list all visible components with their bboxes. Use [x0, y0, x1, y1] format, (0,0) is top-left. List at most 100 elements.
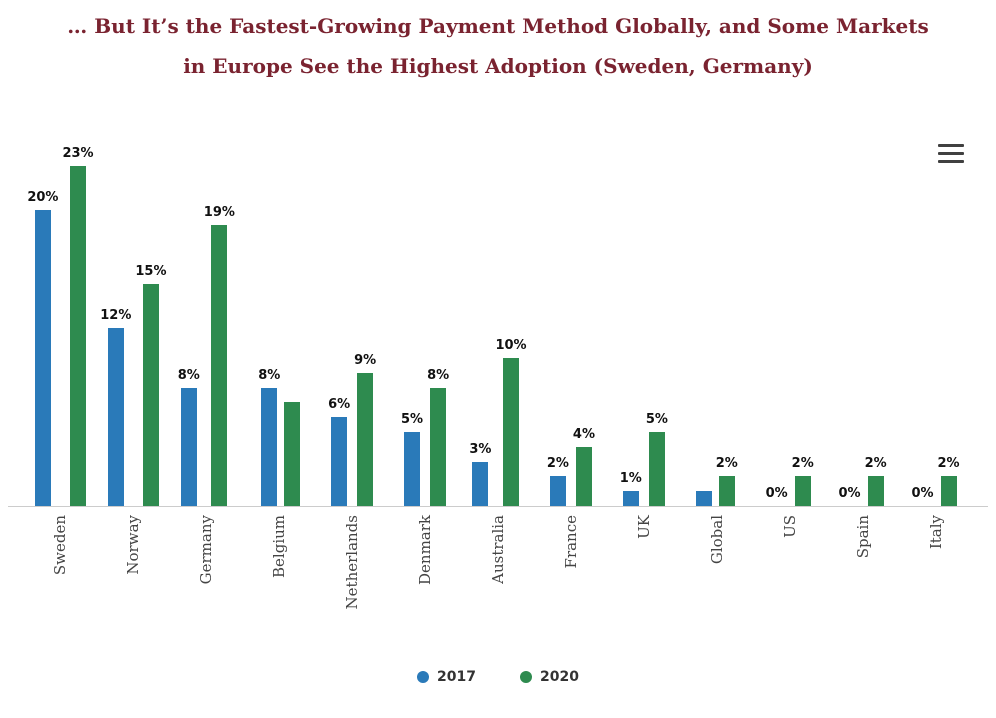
data-label-2017-norway: 12%	[100, 308, 132, 323]
data-label-2020-norway: 15%	[135, 264, 167, 279]
bar-2017-belgium[interactable]	[261, 388, 278, 506]
bar-2017-australia[interactable]	[472, 462, 489, 506]
bar-2017-global[interactable]	[695, 491, 712, 506]
bar-column: 1%	[620, 471, 642, 506]
category-group-france: 2% 4%	[534, 427, 607, 506]
data-label-2017-sweden: 20%	[27, 190, 59, 205]
category-label-cell: Germany	[170, 507, 243, 584]
bar-2020-sweden[interactable]	[70, 166, 87, 506]
bar-2020-australia[interactable]	[503, 358, 520, 506]
category-group-sweden: 20% 23%	[24, 146, 97, 506]
category-label-uk: UK	[634, 515, 653, 539]
bar-column: 0%	[911, 486, 933, 506]
data-label-2017-belgium: 8%	[258, 368, 281, 383]
bar-column: 4%	[573, 427, 595, 506]
category-label-cell: France	[534, 507, 607, 568]
bar-2017-uk[interactable]	[622, 491, 639, 506]
grouped-bar-chart: 20% 23% 12% 15% 8% 19% 8% 6% 9% 5% 8% 3% 10% 2% 4% 1% 5%…	[0, 142, 996, 685]
category-label-germany: Germany	[197, 515, 216, 585]
bar-column: 8%	[178, 368, 200, 506]
legend: 2017 2020	[0, 669, 996, 685]
data-label-2020-australia: 10%	[495, 338, 527, 353]
data-label-2017-uk: 1%	[619, 471, 642, 486]
bar-2020-italy[interactable]	[940, 476, 957, 506]
category-label-cell: Norway	[97, 507, 170, 575]
bar-column: 2%	[547, 456, 569, 506]
category-group-germany: 8% 19%	[170, 205, 243, 506]
category-group-australia: 3% 10%	[462, 338, 535, 506]
bar-column: 8%	[427, 368, 449, 506]
category-label-us: US	[780, 515, 799, 538]
category-label-cell: US	[753, 507, 826, 538]
legend-item-2020[interactable]: 2020	[520, 669, 579, 685]
bar-2020-france[interactable]	[575, 447, 592, 506]
data-label-2020-spain: 2%	[864, 456, 887, 471]
bar-2017-denmark[interactable]	[404, 432, 421, 506]
data-label-2020-sweden: 23%	[62, 146, 94, 161]
category-label-cell: Denmark	[389, 507, 462, 585]
data-label-2017-france: 2%	[546, 456, 569, 471]
category-label-cell: Sweden	[24, 507, 97, 575]
hamburger-line	[938, 160, 964, 163]
data-label-2020-uk: 5%	[645, 412, 668, 427]
category-label-australia: Australia	[488, 515, 507, 584]
category-group-norway: 12% 15%	[97, 264, 170, 506]
chart-title: … But It’s the Fastest-Growing Payment M…	[0, 0, 996, 86]
category-label-cell: Belgium	[243, 507, 316, 578]
bar-column: 0%	[766, 486, 788, 506]
bars-row: 20% 23% 12% 15% 8% 19% 8% 6% 9% 5% 8% 3% 10% 2% 4% 1% 5%…	[0, 142, 996, 506]
bar-2020-norway[interactable]	[142, 284, 159, 506]
category-label-norway: Norway	[124, 515, 143, 575]
bar-column: 19%	[204, 205, 235, 506]
category-label-cell: Spain	[826, 507, 899, 558]
category-label-spain: Spain	[853, 515, 872, 559]
bar-column: 12%	[100, 308, 131, 506]
category-label-italy: Italy	[926, 515, 945, 550]
bar-2020-spain[interactable]	[867, 476, 884, 506]
data-label-2020-global: 2%	[715, 456, 738, 471]
category-label-netherlands: Netherlands	[343, 515, 362, 610]
chart-title-line1: … But It’s the Fastest-Growing Payment M…	[67, 14, 929, 38]
category-group-uk: 1% 5%	[607, 412, 680, 506]
bar-column: 10%	[495, 338, 527, 506]
bar-2020-us[interactable]	[794, 476, 811, 506]
category-group-global: 2%	[680, 456, 753, 506]
data-label-2017-italy: 0%	[911, 486, 934, 501]
bar-column: 8%	[258, 368, 280, 506]
data-label-2017-australia: 3%	[469, 442, 492, 457]
bar-2017-netherlands[interactable]	[331, 417, 348, 506]
bar-column	[284, 382, 301, 506]
data-label-2020-france: 4%	[572, 427, 595, 442]
category-group-belgium: 8%	[243, 368, 316, 506]
bar-column: 2%	[938, 456, 960, 506]
category-group-italy: 0% 2%	[899, 456, 972, 506]
category-label-cell: Global	[680, 507, 753, 564]
bar-2020-belgium[interactable]	[284, 402, 301, 506]
legend-label-2020: 2020	[540, 669, 579, 685]
data-label-2017-us: 0%	[765, 486, 788, 501]
legend-marker-2017	[417, 671, 430, 683]
bar-2017-norway[interactable]	[107, 328, 124, 506]
bar-column: 15%	[135, 264, 167, 506]
bar-2020-denmark[interactable]	[430, 388, 447, 506]
data-label-2020-netherlands: 9%	[354, 353, 377, 368]
category-label-france: France	[561, 515, 580, 569]
legend-item-2017[interactable]: 2017	[417, 669, 476, 685]
category-label-belgium: Belgium	[270, 515, 289, 578]
category-label-denmark: Denmark	[416, 515, 435, 585]
bar-2020-global[interactable]	[718, 476, 735, 506]
bar-column: 5%	[646, 412, 668, 506]
bar-2020-netherlands[interactable]	[357, 373, 374, 506]
bar-2017-germany[interactable]	[180, 388, 197, 506]
bar-2017-sweden[interactable]	[34, 210, 51, 506]
category-labels-row: Sweden Norway Germany Belgium Netherlands Den…	[0, 507, 996, 665]
x-axis-line	[8, 506, 988, 507]
bar-2020-germany[interactable]	[211, 225, 228, 506]
data-label-2017-netherlands: 6%	[328, 397, 351, 412]
bar-2020-uk[interactable]	[648, 432, 665, 506]
category-label-cell: UK	[607, 507, 680, 539]
legend-marker-2020	[520, 671, 532, 683]
bar-column: 2%	[865, 456, 887, 506]
hamburger-menu-icon[interactable]	[938, 144, 964, 163]
bar-2017-france[interactable]	[549, 476, 566, 506]
